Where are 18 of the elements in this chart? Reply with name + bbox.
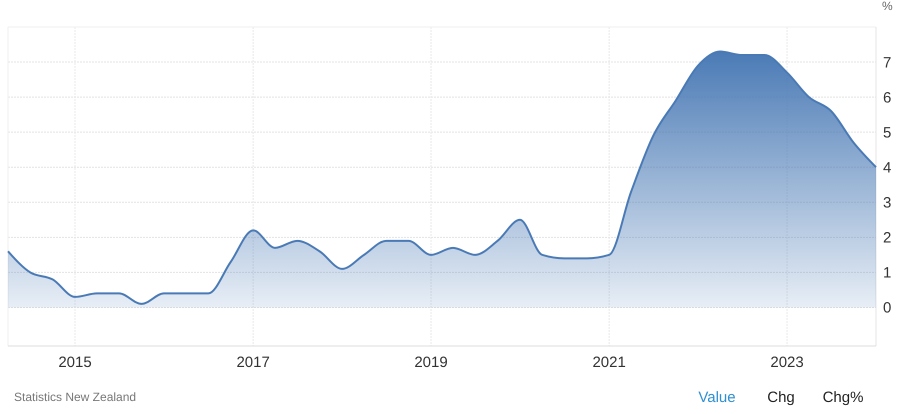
text: Value xyxy=(698,389,736,406)
y-tick-label: 2 xyxy=(883,230,892,247)
x-tick-label: 2019 xyxy=(414,354,448,371)
x-tick-label: 2017 xyxy=(236,354,270,371)
y-tick-label: 1 xyxy=(883,264,892,282)
text: Chg% xyxy=(822,389,864,406)
y-tick-label: 3 xyxy=(883,194,892,212)
y-tick-label: 0 xyxy=(883,300,892,317)
x-tick-label: 2015 xyxy=(58,354,92,371)
y-axis-title: % xyxy=(882,0,893,13)
y-tick-label: 5 xyxy=(883,124,892,142)
x-tick-label: 2021 xyxy=(592,354,626,371)
y-tick-label: 6 xyxy=(883,89,892,106)
y-tick-label: 7 xyxy=(883,54,892,72)
x-tick-label: 2023 xyxy=(770,354,804,371)
text: Chg xyxy=(767,389,795,406)
y-tick-label: 4 xyxy=(883,159,892,176)
text: Statistics New Zealand xyxy=(14,390,136,404)
